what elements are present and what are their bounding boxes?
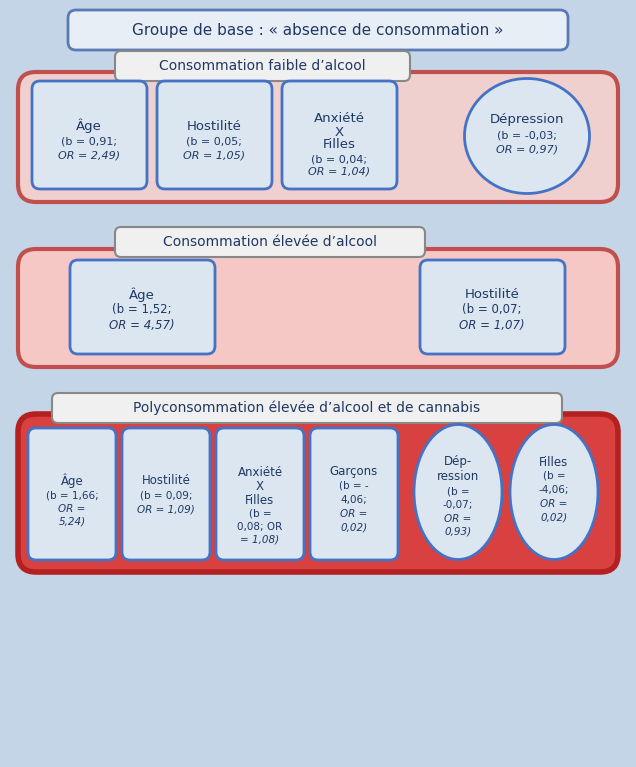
FancyBboxPatch shape [28, 428, 116, 560]
Text: = 1,08): = 1,08) [240, 535, 280, 545]
Text: OR = 4,57): OR = 4,57) [109, 318, 175, 331]
Text: OR = 1,07): OR = 1,07) [459, 318, 525, 331]
Text: OR = 2,49): OR = 2,49) [58, 150, 120, 160]
Text: (b = 0,07;: (b = 0,07; [462, 304, 522, 317]
FancyBboxPatch shape [157, 81, 272, 189]
FancyBboxPatch shape [52, 393, 562, 423]
Text: X: X [256, 479, 264, 492]
Text: OR = 1,04): OR = 1,04) [308, 167, 370, 177]
FancyBboxPatch shape [310, 428, 398, 560]
Text: -0,07;: -0,07; [443, 500, 473, 510]
Ellipse shape [464, 78, 590, 193]
Text: Groupe de base : « absence de consommation »: Groupe de base : « absence de consommati… [132, 22, 504, 38]
Text: Dépression: Dépression [490, 114, 564, 127]
Text: Hostilité: Hostilité [186, 120, 242, 133]
FancyBboxPatch shape [18, 249, 618, 367]
FancyBboxPatch shape [32, 81, 147, 189]
Text: (b = 0,91;: (b = 0,91; [61, 136, 117, 146]
Text: Hostilité: Hostilité [142, 475, 190, 488]
FancyBboxPatch shape [68, 10, 568, 50]
Text: Consommation faible d’alcool: Consommation faible d’alcool [159, 59, 365, 73]
FancyBboxPatch shape [122, 428, 210, 560]
FancyBboxPatch shape [115, 227, 425, 257]
Text: OR = 1,05): OR = 1,05) [183, 150, 245, 160]
Text: OR =: OR = [445, 514, 472, 524]
Text: (b =: (b = [249, 509, 272, 519]
FancyBboxPatch shape [115, 51, 410, 81]
Text: Filles: Filles [322, 139, 356, 152]
Text: Âge: Âge [129, 288, 155, 302]
Text: (b = 0,04;: (b = 0,04; [311, 154, 367, 164]
Text: OR =: OR = [541, 499, 568, 509]
Text: (b =: (b = [446, 486, 469, 496]
Text: Dép-: Dép- [444, 456, 472, 469]
Text: Anxiété: Anxiété [314, 113, 364, 126]
Text: Filles: Filles [245, 493, 275, 506]
Text: -4,06;: -4,06; [539, 485, 569, 495]
Text: OR =: OR = [340, 509, 368, 519]
Ellipse shape [510, 424, 598, 559]
Text: Consommation élevée d’alcool: Consommation élevée d’alcool [163, 235, 377, 249]
Text: ression: ression [437, 469, 479, 482]
Text: OR = 0,97): OR = 0,97) [496, 144, 558, 154]
Text: (b = 0,05;: (b = 0,05; [186, 136, 242, 146]
Text: Polyconsommation élevée d’alcool et de cannabis: Polyconsommation élevée d’alcool et de c… [134, 400, 481, 415]
Text: (b = 1,66;: (b = 1,66; [46, 490, 99, 500]
Text: 0,02): 0,02) [340, 522, 368, 532]
Text: (b = 0,09;: (b = 0,09; [140, 490, 192, 500]
Text: OR =: OR = [59, 504, 86, 514]
Text: X: X [335, 126, 343, 139]
FancyBboxPatch shape [18, 414, 618, 572]
Text: (b = 1,52;: (b = 1,52; [112, 304, 172, 317]
Text: Âge: Âge [60, 474, 83, 489]
FancyBboxPatch shape [70, 260, 215, 354]
Text: Garçons: Garçons [330, 466, 378, 479]
Text: OR = 1,09): OR = 1,09) [137, 504, 195, 514]
Text: Filles: Filles [539, 456, 569, 469]
Text: 4,06;: 4,06; [341, 495, 368, 505]
Text: Anxiété: Anxiété [237, 466, 282, 479]
Text: Hostilité: Hostilité [464, 288, 520, 301]
Ellipse shape [414, 424, 502, 559]
Text: 0,08; OR: 0,08; OR [237, 522, 282, 532]
Text: 0,02): 0,02) [541, 513, 567, 523]
Text: 0,93): 0,93) [445, 527, 471, 537]
FancyBboxPatch shape [282, 81, 397, 189]
FancyBboxPatch shape [216, 428, 304, 560]
Text: Âge: Âge [76, 119, 102, 133]
FancyBboxPatch shape [18, 72, 618, 202]
Text: 5,24): 5,24) [59, 517, 86, 527]
Text: (b =: (b = [543, 471, 565, 481]
Text: (b = -0,03;: (b = -0,03; [497, 130, 557, 140]
FancyBboxPatch shape [420, 260, 565, 354]
Text: (b = -: (b = - [339, 481, 369, 491]
